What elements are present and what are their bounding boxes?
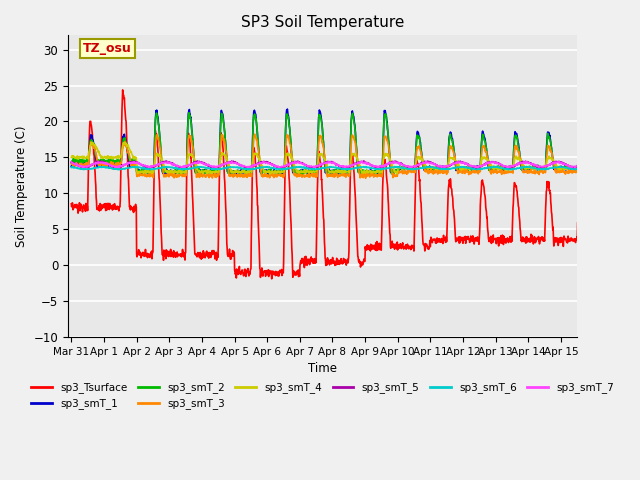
Line: sp3_smT_2: sp3_smT_2 <box>71 113 594 176</box>
sp3_smT_4 <box>590 166 598 172</box>
sp3_smT_5 <box>590 160 598 166</box>
sp3_Tsurface <box>456 234 464 240</box>
Line: sp3_smT_3: sp3_smT_3 <box>71 134 594 178</box>
sp3_smT_2 <box>309 169 317 175</box>
sp3_smT_1 <box>232 172 239 178</box>
Line: sp3_Tsurface: sp3_Tsurface <box>71 90 594 279</box>
sp3_smT_5 <box>532 164 540 169</box>
Line: sp3_smT_6: sp3_smT_6 <box>71 167 594 170</box>
sp3_smT_3 <box>456 167 464 172</box>
Line: sp3_smT_5: sp3_smT_5 <box>71 161 594 168</box>
sp3_smT_4 <box>150 169 157 175</box>
sp3_smT_3 <box>584 163 591 169</box>
sp3_smT_2 <box>299 173 307 179</box>
Legend: sp3_Tsurface, sp3_smT_1, sp3_smT_2, sp3_smT_3, sp3_smT_4, sp3_smT_5, sp3_smT_6, : sp3_Tsurface, sp3_smT_1, sp3_smT_2, sp3_… <box>27 378 618 414</box>
sp3_smT_3 <box>590 169 598 175</box>
sp3_smT_4 <box>266 171 273 177</box>
sp3_smT_6 <box>590 164 598 170</box>
sp3_smT_4 <box>67 155 75 160</box>
Title: SP3 Soil Temperature: SP3 Soil Temperature <box>241 15 404 30</box>
sp3_smT_4 <box>87 140 95 145</box>
Line: sp3_smT_1: sp3_smT_1 <box>71 109 594 175</box>
sp3_smT_7 <box>149 163 157 169</box>
Line: sp3_smT_7: sp3_smT_7 <box>71 162 594 168</box>
sp3_smT_4 <box>584 160 591 166</box>
sp3_smT_3 <box>532 169 540 175</box>
sp3_smT_6 <box>149 166 157 172</box>
sp3_smT_4 <box>309 168 317 174</box>
sp3_smT_6 <box>67 165 75 170</box>
sp3_smT_1 <box>456 166 464 172</box>
sp3_Tsurface <box>309 257 317 263</box>
sp3_smT_7 <box>308 164 316 169</box>
sp3_smT_4 <box>532 166 540 171</box>
Line: sp3_smT_4: sp3_smT_4 <box>71 143 594 174</box>
sp3_Tsurface <box>590 240 598 245</box>
sp3_smT_6 <box>342 167 350 173</box>
sp3_smT_3 <box>149 172 157 178</box>
sp3_smT_4 <box>319 155 327 160</box>
sp3_Tsurface <box>119 87 127 93</box>
sp3_smT_7 <box>456 159 463 165</box>
sp3_smT_5 <box>97 158 104 164</box>
sp3_smT_3 <box>362 175 369 181</box>
sp3_smT_1 <box>590 165 598 171</box>
sp3_Tsurface <box>584 237 591 243</box>
sp3_smT_7 <box>522 159 530 165</box>
sp3_Tsurface <box>67 201 75 207</box>
sp3_smT_7 <box>532 162 540 168</box>
sp3_smT_2 <box>319 135 327 141</box>
sp3_smT_3 <box>319 141 326 146</box>
sp3_smT_5 <box>539 166 547 171</box>
sp3_smT_3 <box>309 171 317 177</box>
sp3_smT_2 <box>456 167 464 172</box>
sp3_Tsurface <box>319 207 327 213</box>
sp3_smT_7 <box>67 159 75 165</box>
sp3_smT_1 <box>532 166 540 171</box>
sp3_smT_1 <box>149 168 157 173</box>
sp3_smT_7 <box>584 160 591 166</box>
sp3_smT_2 <box>67 160 75 166</box>
Y-axis label: Soil Temperature (C): Soil Temperature (C) <box>15 125 28 247</box>
sp3_smT_5 <box>319 161 326 167</box>
sp3_smT_6 <box>584 165 591 170</box>
sp3_smT_6 <box>308 166 316 172</box>
sp3_Tsurface <box>532 236 540 242</box>
sp3_smT_3 <box>67 160 75 166</box>
sp3_smT_5 <box>456 159 463 165</box>
sp3_smT_4 <box>456 166 464 172</box>
sp3_smT_1 <box>284 106 291 112</box>
sp3_Tsurface <box>150 224 157 229</box>
sp3_smT_3 <box>251 132 259 137</box>
sp3_smT_2 <box>590 164 598 169</box>
sp3_smT_1 <box>319 135 327 141</box>
sp3_smT_2 <box>185 110 193 116</box>
sp3_smT_2 <box>532 165 540 171</box>
sp3_smT_1 <box>67 163 75 169</box>
sp3_smT_2 <box>149 171 157 177</box>
sp3_smT_6 <box>391 164 399 169</box>
sp3_smT_5 <box>584 159 591 165</box>
sp3_smT_7 <box>572 165 579 170</box>
sp3_smT_2 <box>584 167 591 172</box>
sp3_smT_5 <box>67 159 75 165</box>
sp3_smT_6 <box>319 165 326 171</box>
sp3_smT_6 <box>456 164 464 170</box>
sp3_smT_1 <box>584 165 591 170</box>
sp3_smT_5 <box>309 165 317 170</box>
X-axis label: Time: Time <box>308 362 337 375</box>
sp3_smT_5 <box>150 165 157 170</box>
sp3_smT_7 <box>590 160 598 166</box>
sp3_smT_6 <box>532 166 540 171</box>
sp3_Tsurface <box>268 276 276 282</box>
Text: TZ_osu: TZ_osu <box>83 42 132 55</box>
sp3_smT_7 <box>319 161 326 167</box>
sp3_smT_1 <box>309 168 317 174</box>
